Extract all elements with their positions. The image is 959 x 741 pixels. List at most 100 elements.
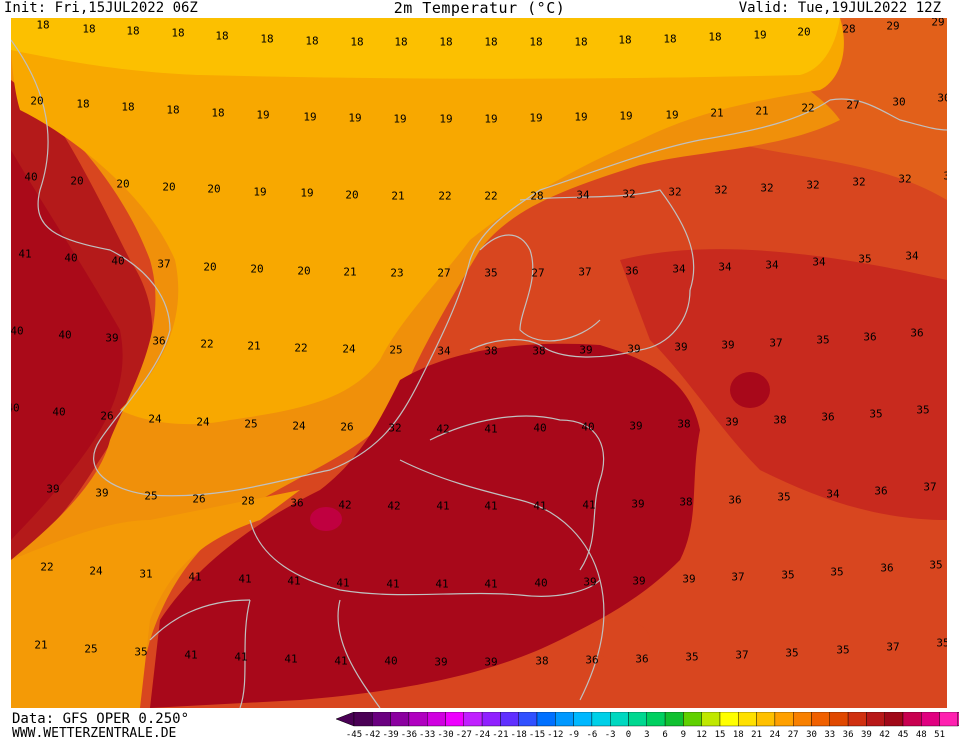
temperature-value: 41 — [284, 652, 298, 666]
temperature-value: 38 — [535, 654, 549, 668]
temperature-value: 35 — [777, 490, 791, 504]
legend-swatch — [866, 712, 885, 727]
legend-label: -39 — [382, 730, 399, 740]
temperature-value: 36 — [625, 264, 639, 278]
temperature-value: 20 — [207, 182, 221, 196]
temperature-value: 22 — [484, 189, 498, 203]
temperature-value: 18 — [215, 29, 229, 43]
temperature-value: 25 — [244, 417, 258, 431]
temperature-value: 36 — [863, 330, 877, 344]
legend-label: -15 — [528, 730, 546, 740]
map-title: 2m Temperatur (°C) — [393, 0, 566, 17]
temperature-value: 32 — [668, 185, 682, 199]
temperature-value: 22 — [801, 101, 815, 115]
temperature-value: 18 — [663, 32, 677, 46]
legend-label: -6 — [586, 730, 598, 740]
temperature-value: 34 — [576, 188, 590, 202]
legend-swatch — [701, 712, 721, 727]
temperature-value: 36 — [880, 561, 894, 575]
temperature-value: 18 — [171, 26, 185, 40]
temperature-value: 34 — [718, 260, 732, 274]
temperature-value: 19 — [665, 108, 679, 122]
temperature-value: 34 — [905, 249, 919, 263]
init-time-label: Init: Fri,15JUL2022 06Z — [4, 0, 198, 16]
legend-label: -36 — [400, 730, 418, 740]
temperature-value: 18 — [394, 35, 408, 49]
temperature-value: 41 — [184, 648, 198, 662]
temperature-value: 36 — [821, 410, 835, 424]
temperature-value: 41 — [238, 572, 252, 586]
temperature-value: 19 — [753, 28, 767, 42]
legend-swatch — [847, 712, 867, 727]
temperature-value: 39 — [725, 415, 739, 429]
temperature-value: 37 — [769, 336, 783, 350]
temperature-value: 21 — [247, 339, 261, 353]
temperature-value: 35 — [936, 636, 947, 650]
temperature-value: 42 — [387, 499, 401, 513]
temperature-value: 39 — [721, 338, 735, 352]
temperature-value: 40 — [58, 328, 72, 342]
legend-arrow-low — [336, 712, 355, 727]
temperature-value: 40 — [533, 421, 547, 435]
temperature-map[interactable]: 18 18 18 18 18 18 18 18 18 18 18 18 18 18 18 18 19 20 28 29… — [11, 18, 947, 708]
temperature-value: 20 — [70, 174, 84, 188]
temperature-value: 18 — [260, 32, 274, 46]
temperature-value: 40 — [64, 251, 78, 265]
temperature-value: 19 — [253, 185, 267, 199]
legend-swatch — [811, 712, 830, 727]
temperature-value: 19 — [300, 186, 314, 200]
temperature-value: 21 — [34, 638, 48, 652]
temperature-value: 36 — [728, 493, 742, 507]
temperature-value: 36 — [585, 653, 599, 667]
temperature-value: 26 — [192, 492, 206, 506]
temperature-value: 39 — [629, 419, 643, 433]
legend-label: 27 — [787, 730, 799, 740]
legend-swatch — [829, 712, 849, 727]
temperature-value: 20 — [250, 262, 264, 276]
temperature-value: 18 — [529, 35, 543, 49]
website-label: WWW.WETTERZENTRALE.DE — [12, 726, 177, 741]
temperature-value: 19 — [439, 112, 453, 126]
legend-label: 30 — [806, 730, 817, 740]
temperature-value: 21 — [343, 265, 357, 279]
temperature-value: 20 — [203, 260, 217, 274]
temperature-value: 19 — [393, 112, 407, 126]
temperature-value: 36 — [910, 326, 924, 340]
temperature-value: 35 — [484, 266, 498, 280]
temperature-value: 27 — [531, 266, 545, 280]
legend-swatch — [573, 712, 593, 727]
temperature-value: 41 — [484, 422, 498, 436]
legend-label: 51 — [934, 730, 946, 740]
temperature-value: 39 — [434, 655, 448, 669]
legend-swatch — [774, 712, 794, 727]
temperature-value: 37 — [731, 570, 745, 584]
temperature-value: 27 — [437, 266, 451, 280]
temperature-value: 39 — [627, 342, 641, 356]
temperature-value: 35 — [929, 558, 943, 572]
temperature-value: 24 — [342, 342, 356, 356]
legend-label: -21 — [492, 730, 509, 740]
temperature-value: 35 — [916, 403, 930, 417]
legend-swatch — [610, 712, 629, 727]
temperature-value: 30 — [892, 95, 906, 109]
temperature-value: 41 — [436, 499, 450, 513]
temperature-value: 34 — [765, 258, 779, 272]
temperature-value: 36 — [152, 334, 166, 348]
temperature-value: 41 — [484, 499, 498, 513]
temperature-value: 22 — [438, 189, 452, 203]
temperature-value: 18 — [574, 35, 588, 49]
temperature-field — [11, 18, 947, 708]
temperature-value: 25 — [144, 489, 158, 503]
temperature-value: 35 — [685, 650, 699, 664]
temperature-value: 41 — [435, 577, 449, 591]
temperature-value: 32 — [760, 181, 774, 195]
temperature-value: 39 — [95, 486, 109, 500]
temperature-value: 19 — [574, 110, 588, 124]
temperature-value: 38 — [532, 344, 546, 358]
temperature-value: 38 — [679, 495, 693, 509]
temperature-value: 36 — [874, 484, 888, 498]
temperature-value: 31 — [139, 567, 153, 581]
legend-swatch — [555, 712, 574, 727]
temperature-value: 41 — [533, 499, 547, 513]
temperature-value: 26 — [100, 409, 114, 423]
